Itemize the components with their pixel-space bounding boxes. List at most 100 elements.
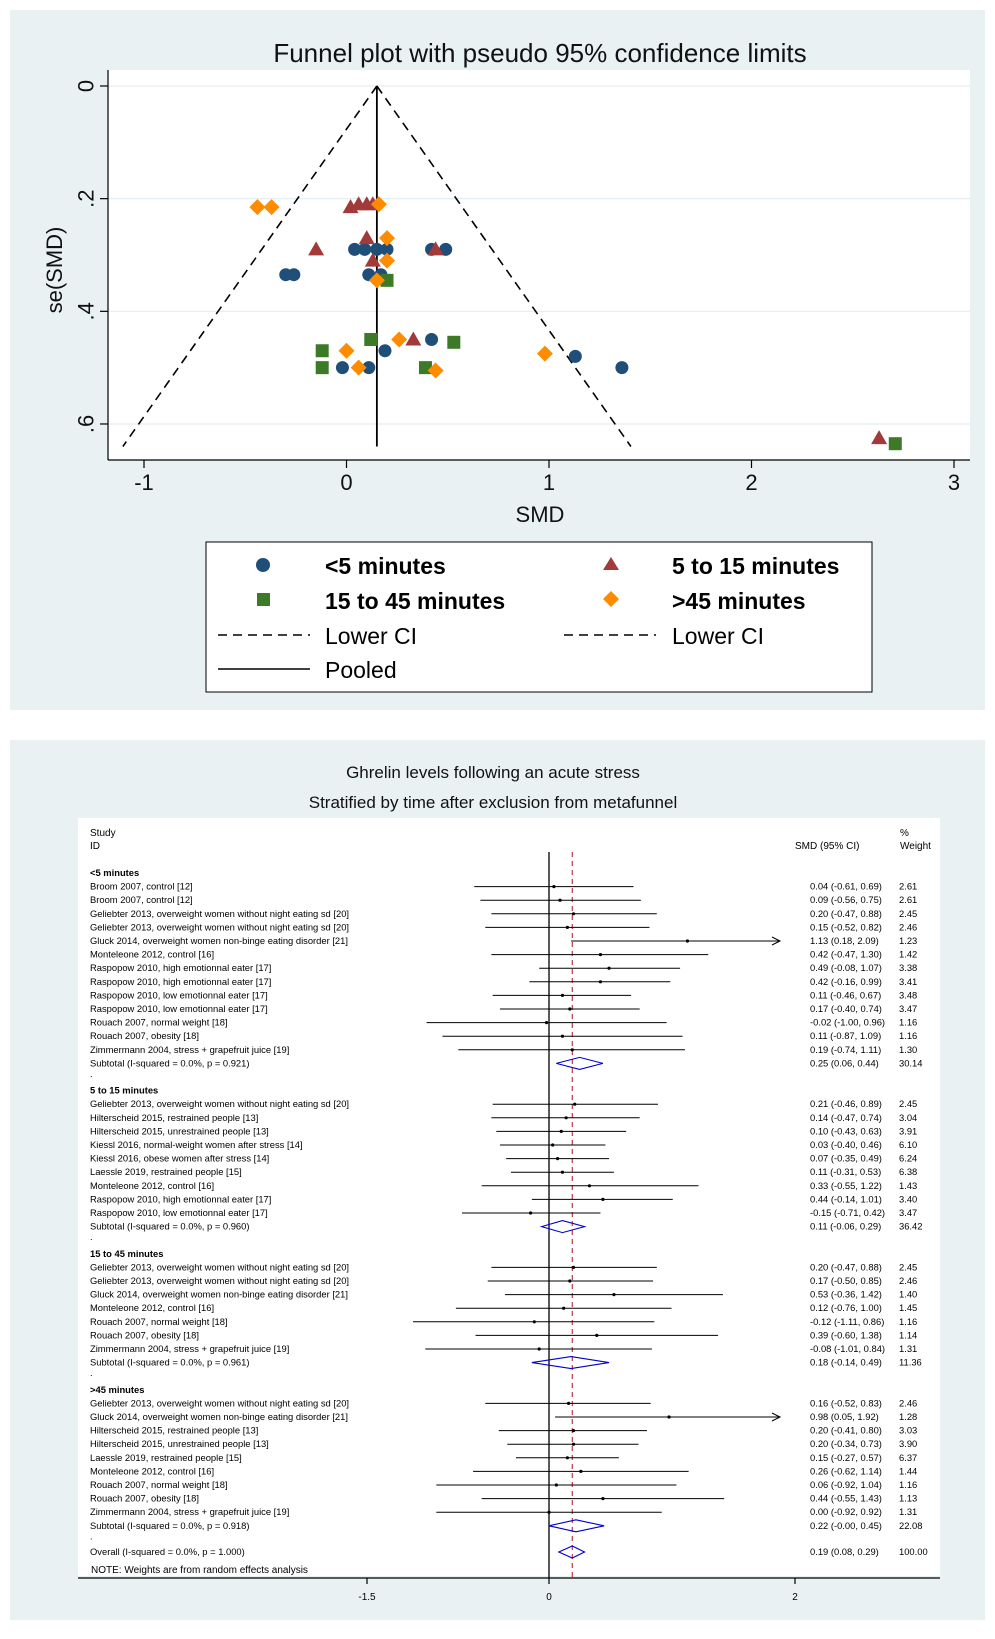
forest-study-weight: 2.61 [899, 894, 917, 905]
forest-study-point [537, 1347, 541, 1351]
forest-overall-diamond [557, 1545, 586, 1559]
forest-study-smd: 0.20 (-0.47, 0.88) [810, 908, 882, 919]
forest-study-smd: -0.12 (-1.11, 0.86) [810, 1316, 884, 1327]
forest-axis: -1.5 0 2 [78, 1577, 940, 1603]
forest-study-weight: 3.04 [899, 1112, 917, 1123]
forest-header-smd: SMD (95% CI) [795, 841, 859, 852]
forest-subtotal-smd: 0.18 (-0.14, 0.49) [810, 1357, 882, 1368]
legend-square-marker [257, 593, 270, 606]
funnel-x-tick-label: -1 [134, 470, 154, 495]
funnel-point-diamond [249, 199, 266, 216]
forest-study-weight: 1.28 [899, 1411, 917, 1422]
legend-label-15to45: 15 to 45 minutes [325, 588, 505, 614]
forest-study-point [551, 1143, 555, 1147]
forest-study-weight: 1.23 [899, 935, 917, 946]
forest-study-id: Zimmermann 2004, stress + grapefruit jui… [90, 1044, 289, 1055]
funnel-point-diamond [350, 359, 367, 376]
funnel-y-tick-label: 0 [74, 80, 99, 92]
forest-subtotal-label: Subtotal (I-squared = 0.0%, p = 0.961) [90, 1357, 249, 1368]
funnel-point-diamond [368, 272, 385, 289]
forest-subtotal-smd: 0.22 (-0.00, 0.45) [810, 1520, 882, 1531]
funnel-point-triangle [308, 241, 325, 256]
forest-study-id: Raspopow 2010, high emotionnal eater [17… [90, 1193, 271, 1204]
forest-study-smd: 0.15 (-0.52, 0.82) [810, 921, 882, 932]
funnel-point-square [447, 335, 461, 349]
forest-subtotal-label: Subtotal (I-squared = 0.0%, p = 0.921) [90, 1057, 249, 1068]
funnel-y-tick-label: .2 [74, 189, 99, 207]
forest-study-id: Monteleone 2012, control [16] [90, 1180, 214, 1191]
forest-study-id: Broom 2007, control [12] [90, 894, 193, 905]
forest-study-point [529, 1211, 533, 1215]
forest-study-id: Geliebter 2013, overweight women without… [90, 1261, 349, 1272]
forest-study-smd: 0.11 (-0.31, 0.53) [810, 1166, 881, 1177]
forest-study-id: Laessle 2019, restrained people [15] [90, 1452, 242, 1463]
forest-study-point [607, 966, 611, 970]
funnel-point-square [315, 361, 329, 375]
forest-study-point [685, 939, 690, 943]
forest-study-weight: 1.40 [899, 1289, 917, 1300]
forest-study-smd: 0.03 (-0.40, 0.46) [810, 1139, 882, 1150]
funnel-x-axis-label: SMD [516, 502, 565, 527]
forest-title: Ghrelin levels following an acute stress [346, 763, 640, 782]
funnel-point-triangle [427, 241, 444, 256]
funnel-title: Funnel plot with pseudo 95% confidence l… [273, 38, 806, 68]
forest-study-id: Rouach 2007, normal weight [18] [90, 1316, 228, 1327]
forest-study-point [571, 1265, 576, 1269]
forest-study-smd: 0.10 (-0.43, 0.63) [810, 1125, 882, 1136]
forest-study-id: Rouach 2007, obesity [18] [90, 1030, 199, 1041]
forest-study-smd: 0.44 (-0.55, 1.43) [810, 1493, 882, 1504]
forest-study-smd: -0.02 (-1.00, 0.96) [810, 1017, 885, 1028]
forest-study-id: Hilterscheid 2015, restrained people [13… [90, 1425, 258, 1436]
funnel-point-diamond [379, 252, 395, 269]
funnel-lower-ci-line [122, 85, 378, 447]
forest-study-point [544, 1021, 549, 1025]
funnel-gridlines [108, 85, 970, 425]
legend-label-lower-ci-1: Lower CI [325, 623, 417, 649]
forest-study-weight: 6.38 [899, 1166, 917, 1177]
forest-study-point [571, 1429, 576, 1433]
funnel-axes: -1 0 1 2 3 0 .2 .4 .6 [74, 70, 970, 495]
forest-study-id: Rouach 2007, normal weight [18] [90, 1479, 228, 1490]
funnel-point-diamond [379, 230, 395, 247]
funnel-point-circle [568, 349, 582, 363]
forest-study-point [568, 1279, 572, 1283]
forest-study-point [598, 980, 603, 984]
forest-subtotal-weight: 30.14 [899, 1057, 922, 1068]
forest-study-point [598, 953, 603, 957]
funnel-point-square [380, 273, 394, 287]
forest-study-weight: 1.44 [899, 1465, 917, 1476]
forest-study-point [555, 1157, 560, 1161]
forest-subtotal-label: Subtotal (I-squared = 0.0%, p = 0.918) [90, 1520, 249, 1531]
forest-study-smd: 0.42 (-0.47, 1.30) [810, 949, 882, 960]
funnel-point-circle [287, 268, 301, 282]
forest-study-weight: 3.40 [899, 1193, 917, 1204]
legend-label-pooled: Pooled [325, 657, 397, 683]
forest-header-weight-pct: % [900, 828, 909, 839]
forest-study-point [667, 1415, 671, 1419]
forest-study-id: Geliebter 2013, overweight women without… [90, 1275, 349, 1286]
forest-study-point [570, 1048, 574, 1052]
forest-study-id: Raspopow 2010, low emotionnal eater [17] [90, 989, 268, 1000]
forest-subtotal-label: Subtotal (I-squared = 0.0%, p = 0.960) [90, 1221, 249, 1232]
funnel-point-triangle [405, 331, 422, 346]
forest-study-id: Hilterscheid 2015, restrained people [13… [90, 1112, 258, 1123]
forest-subtotal-smd: 0.25 (0.06, 0.44) [810, 1057, 879, 1068]
forest-study-weight: 2.45 [899, 1098, 917, 1109]
forest-study-id: Broom 2007, control [12] [90, 881, 193, 892]
forest-study-point [601, 1497, 605, 1501]
forest-study-smd: 0.98 (0.05, 1.92) [810, 1411, 879, 1422]
forest-study-smd: -0.15 (-0.71, 0.42) [810, 1207, 885, 1218]
forest-study-smd: 0.07 (-0.35, 0.49) [810, 1153, 882, 1164]
forest-study-weight: 3.38 [899, 962, 917, 973]
funnel-point-triangle [358, 230, 375, 245]
forest-study-smd: 0.11 (-0.87, 1.09) [810, 1030, 881, 1041]
forest-study-id: Gluck 2014, overweight women non-binge e… [90, 1289, 348, 1300]
forest-spacer-dot: . [90, 1231, 93, 1242]
forest-study-weight: 3.91 [899, 1125, 917, 1136]
forest-study-id: Geliebter 2013, overweight women without… [90, 908, 349, 919]
forest-study-weight: 1.43 [899, 1180, 917, 1191]
forest-study-id: Hilterscheid 2015, unrestrained people [… [90, 1438, 269, 1449]
forest-study-point [552, 885, 556, 889]
forest-study-arrow [771, 936, 782, 946]
forest-study-point [573, 1102, 577, 1106]
